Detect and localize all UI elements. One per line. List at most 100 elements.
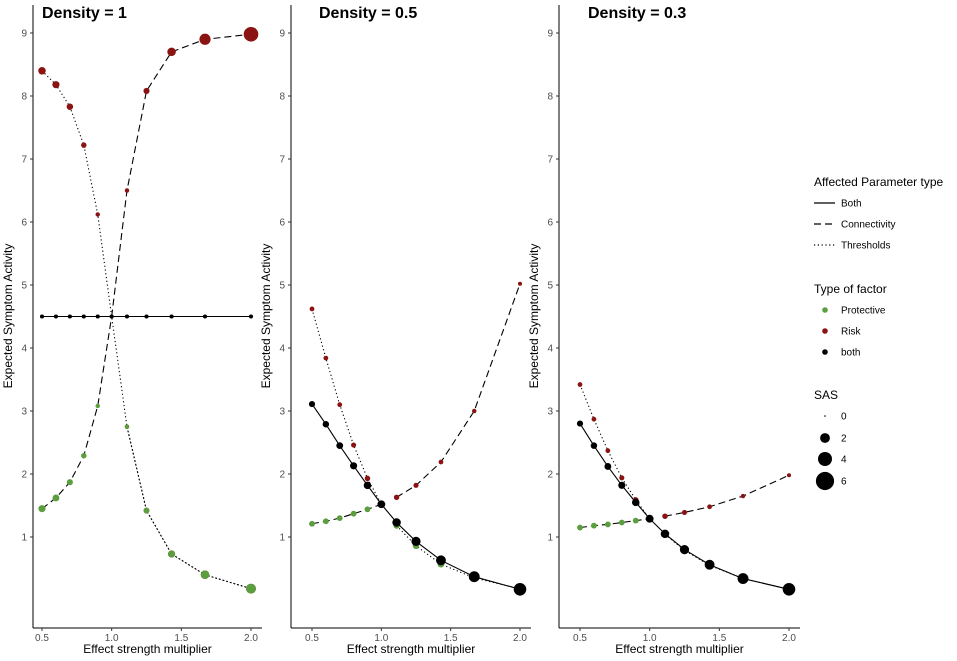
legend: Affected Parameter type Both Connectivity… xyxy=(814,175,944,491)
y-tick-label: 5 xyxy=(21,281,27,292)
legend-sas-title: SAS xyxy=(814,388,838,402)
data-point xyxy=(604,463,612,470)
data-point xyxy=(364,475,371,482)
data-point xyxy=(95,212,100,217)
series-line xyxy=(579,423,790,590)
panel-density-0-3: Density = 0.3 1 2 3 4 5 6 7 8 9 0.5 1.0 1.5 2.0 Effec… xyxy=(527,5,800,656)
data-point xyxy=(619,475,625,481)
series-line xyxy=(126,426,252,590)
panel-density-1: Density = 1 1 2 3 4 5 6 7 8 9 0.5 1.0 1.5 2.0 Effect … xyxy=(1,5,262,656)
y-tick-label: 6 xyxy=(21,218,27,229)
data-point xyxy=(577,382,583,387)
data-point xyxy=(681,509,688,515)
data-point xyxy=(308,401,316,408)
data-point xyxy=(438,459,444,465)
data-point xyxy=(52,494,60,502)
data-point xyxy=(309,306,315,312)
data-point xyxy=(513,582,527,596)
y-axis-title: Expected Symptom Activity xyxy=(527,244,541,389)
data-point xyxy=(364,506,371,513)
legend-size-swatch xyxy=(818,452,832,466)
y-tick-label: 2 xyxy=(21,470,27,481)
data-point xyxy=(786,473,792,478)
legend-param-items: Both Connectivity Thresholds xyxy=(814,199,895,252)
y-tick-label: 2 xyxy=(547,470,553,481)
legend-param-label: Thresholds xyxy=(841,241,890,252)
data-point xyxy=(81,453,87,459)
data-point xyxy=(109,314,114,319)
data-point xyxy=(605,448,611,454)
y-tick-label: 4 xyxy=(21,344,27,355)
x-tick-label: 1.5 xyxy=(174,633,188,644)
y-tick-label: 4 xyxy=(547,344,553,355)
data-point xyxy=(631,498,640,507)
panel-series xyxy=(308,281,527,596)
y-tick-label: 5 xyxy=(547,281,553,292)
series-line xyxy=(41,316,113,510)
data-point xyxy=(392,518,401,527)
x-axis-title: Effect strength multiplier xyxy=(83,642,212,656)
x-tick-label: 1.0 xyxy=(643,633,657,644)
data-point xyxy=(660,529,670,539)
data-point xyxy=(413,482,419,488)
y-tick-label: 9 xyxy=(279,29,285,40)
data-point xyxy=(168,550,176,558)
legend-factor-items: Protective Risk both xyxy=(822,306,886,359)
y-tick-label: 1 xyxy=(547,533,553,544)
data-point xyxy=(323,355,329,361)
data-point xyxy=(38,505,46,513)
legend-factor-label: Risk xyxy=(841,327,861,338)
y-axis-title: Expected Symptom Activity xyxy=(259,244,273,389)
legend-sas-items: 0 2 4 6 xyxy=(815,412,847,491)
data-point xyxy=(517,281,523,286)
series-line xyxy=(311,403,521,590)
y-tick-label: 7 xyxy=(279,155,285,166)
legend-sas-label: 6 xyxy=(841,477,847,488)
x-tick-label: 0.5 xyxy=(305,633,319,644)
data-point xyxy=(645,514,654,523)
data-point xyxy=(707,504,712,510)
data-point xyxy=(591,522,597,529)
data-point xyxy=(124,424,130,429)
data-point xyxy=(144,314,149,319)
data-point xyxy=(143,87,150,95)
data-point xyxy=(337,402,343,408)
legend-factor-label: Protective xyxy=(841,306,886,317)
data-point xyxy=(740,493,746,499)
data-point xyxy=(468,571,480,583)
panel-title: Density = 0.5 xyxy=(319,5,417,22)
data-point xyxy=(200,570,210,580)
data-point xyxy=(662,513,668,519)
data-point xyxy=(604,521,611,528)
legend-sas-label: 2 xyxy=(841,434,847,445)
x-tick-label: 2.0 xyxy=(782,633,796,644)
data-point xyxy=(351,442,357,448)
data-point xyxy=(411,536,421,547)
legend-color-swatch xyxy=(822,307,828,313)
y-tick-label: 6 xyxy=(279,218,285,229)
data-point xyxy=(704,559,715,570)
data-point xyxy=(95,314,100,319)
data-point xyxy=(679,545,690,555)
data-point xyxy=(632,517,639,524)
data-point xyxy=(309,520,315,527)
y-tick-label: 9 xyxy=(547,29,553,40)
data-point xyxy=(243,26,259,42)
data-point xyxy=(53,314,58,319)
data-point xyxy=(322,518,329,525)
legend-sas-label: 0 xyxy=(841,412,847,423)
y-tick-label: 3 xyxy=(547,407,553,418)
data-point xyxy=(38,67,46,75)
data-point xyxy=(363,481,372,490)
x-tick-label: 2.0 xyxy=(244,633,258,644)
data-point xyxy=(336,442,344,450)
data-point xyxy=(591,416,597,422)
data-point xyxy=(167,47,176,57)
data-point xyxy=(248,314,254,319)
data-point xyxy=(202,314,208,319)
data-point xyxy=(81,142,87,148)
legend-param-title: Affected Parameter type xyxy=(814,175,944,189)
y-tick-label: 9 xyxy=(21,29,27,40)
